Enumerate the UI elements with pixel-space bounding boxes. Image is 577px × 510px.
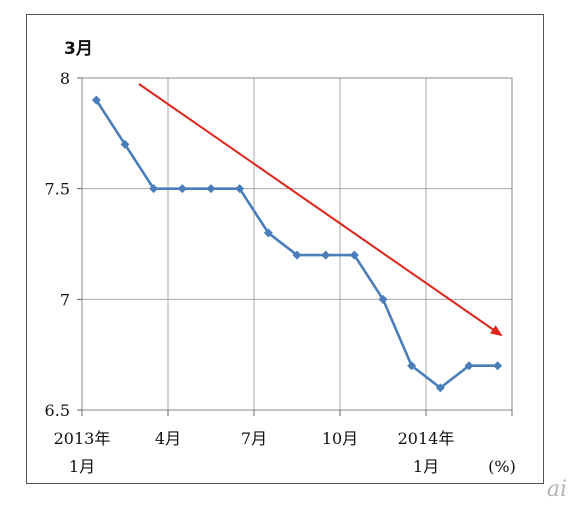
x-tick-label-line2: 1月 <box>69 457 95 476</box>
data-point <box>206 184 216 194</box>
series-points <box>91 95 503 393</box>
data-point <box>407 361 417 371</box>
data-point <box>349 250 359 260</box>
y-tick-label: 7.5 <box>45 180 70 199</box>
data-point <box>235 184 245 194</box>
series-line <box>95 99 498 390</box>
chart-frame <box>26 14 544 484</box>
x-tick-label-line2: 1月 <box>413 457 439 476</box>
chart-title: 3月 <box>64 39 93 59</box>
x-tick-label: 4月 <box>155 429 181 448</box>
data-point <box>435 383 445 393</box>
y-tick-label: 6.5 <box>45 401 70 420</box>
y-tick-label: 7 <box>60 290 70 309</box>
plot-area <box>81 77 513 411</box>
x-tick-label: 2014年 <box>398 429 455 448</box>
unit-label: (%) <box>488 457 516 476</box>
data-point <box>177 184 187 194</box>
x-tick-label: 7月 <box>241 429 267 448</box>
y-tick-label: 8 <box>60 69 70 88</box>
data-point <box>149 184 159 194</box>
data-point <box>292 250 302 260</box>
y-axis-ticks: 8 7.5 7 6.5 <box>45 69 82 420</box>
gridlines <box>82 77 512 411</box>
data-point <box>91 95 101 105</box>
data-point <box>493 361 503 371</box>
x-tick-label: 2013年 <box>54 429 111 448</box>
x-tick-label: 10月 <box>322 429 358 448</box>
watermark-logo: ai <box>546 477 567 502</box>
data-point <box>321 250 331 260</box>
data-point <box>378 294 388 304</box>
data-point <box>263 228 273 238</box>
trend-arrow <box>138 83 503 337</box>
data-point <box>120 139 130 149</box>
data-point <box>464 361 474 371</box>
x-axis-ticks: 2013年 1月 4月 7月 10月 2014年 1月 <box>54 410 513 476</box>
